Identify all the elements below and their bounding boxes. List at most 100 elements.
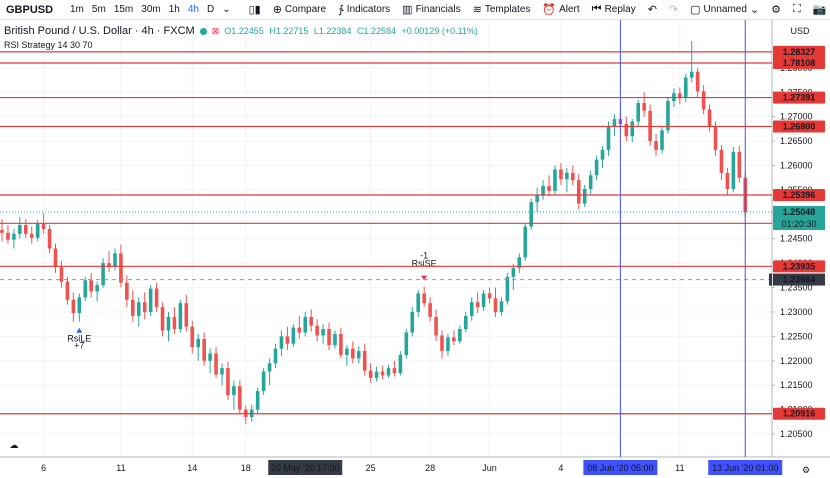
candle-body <box>131 299 135 316</box>
financials-button[interactable]: ▥ Financials <box>396 3 466 16</box>
candle-body <box>689 71 694 78</box>
market-status-dot <box>199 27 207 35</box>
time-highlight-tag <box>268 460 343 475</box>
candle-body <box>297 327 302 333</box>
redo-button[interactable]: ↷ <box>663 3 684 16</box>
candle-body <box>29 233 34 238</box>
candle-body <box>107 263 111 268</box>
y-tick-label: 1.22500 <box>780 331 813 341</box>
candle-body <box>77 297 82 313</box>
candle-body <box>327 329 331 346</box>
time-highlight-label: 08 Jun '20 05:00 <box>587 463 653 473</box>
legend-open: O1.22455 <box>224 26 264 36</box>
candle-body <box>636 103 641 122</box>
interval-4h[interactable]: 4h <box>187 4 199 15</box>
x-tick-label: 4 <box>558 463 563 473</box>
y-tick-label: 1.24500 <box>780 234 813 244</box>
candle-body <box>339 333 343 355</box>
candle-body <box>95 285 99 292</box>
candle-body <box>148 288 153 312</box>
alert-button[interactable]: ⏰ Alert <box>536 3 585 16</box>
candle-body <box>630 121 635 137</box>
indicators-icon: ∱ <box>338 4 344 16</box>
interval-5m[interactable]: 5m <box>91 4 106 15</box>
interval-dropdown-chevron-icon[interactable]: ⌄ <box>222 4 231 15</box>
undo-icon: ↶ <box>647 4 657 16</box>
level-price-label: 1.28327 <box>783 47 816 57</box>
interval-15m[interactable]: 15m <box>113 4 134 15</box>
candle-body <box>463 315 468 330</box>
level-price-tag <box>773 45 825 58</box>
candle-body <box>678 93 682 99</box>
candle-body <box>517 257 522 269</box>
price-chart[interactable]: USD1.205001.210001.215001.220001.225001.… <box>0 20 830 478</box>
time-highlight-tag <box>583 460 658 475</box>
candle-body <box>547 186 551 191</box>
candle-body <box>315 325 319 336</box>
candle-body <box>404 332 409 355</box>
candle-body <box>166 316 171 331</box>
replay-label: Replay <box>604 4 636 15</box>
snapshot-button[interactable]: 📷 <box>807 3 830 16</box>
level-price-label: 1.26800 <box>783 121 816 131</box>
candle-body <box>202 338 206 361</box>
candle-body <box>713 126 718 150</box>
symbol-search[interactable]: GBPUSD <box>6 3 54 16</box>
candle-body <box>529 202 533 227</box>
undo-button[interactable]: ↶ <box>642 3 663 16</box>
candle-body <box>410 311 415 333</box>
fullscreen-button[interactable]: ⛶ <box>787 3 807 16</box>
templates-button[interactable]: ≋ Templates <box>467 3 537 16</box>
axis-settings-gear-icon[interactable]: ⚙ <box>802 465 810 475</box>
short-signal-qty: -1 <box>420 251 428 261</box>
y-tick-label: 1.20500 <box>780 429 813 439</box>
indicators-button[interactable]: ∱ Indicators <box>332 3 396 16</box>
x-tick-label: 14 <box>187 463 197 473</box>
level-price-tag <box>773 56 825 69</box>
candle-body <box>511 268 516 277</box>
interval-d[interactable]: D <box>206 4 215 15</box>
x-tick-label: 25 <box>366 463 376 473</box>
candle-body <box>160 307 165 331</box>
interval-group: 1m 5m 15m 30m 1h 4h D <box>66 4 218 15</box>
candle-body <box>273 348 278 364</box>
candle-body <box>53 248 58 268</box>
compare-button[interactable]: ⊕ Compare <box>267 3 332 16</box>
candle-body <box>612 119 617 127</box>
candle-body <box>606 126 611 150</box>
interval-1m[interactable]: 1m <box>70 4 84 15</box>
candle-body <box>71 299 76 313</box>
x-tick-label: 11 <box>675 463 684 473</box>
y-tick-label: 1.27000 <box>780 112 813 122</box>
candle-body <box>190 326 195 348</box>
interval-30m[interactable]: 30m <box>141 4 161 15</box>
x-tick-label: Jun <box>482 463 497 473</box>
legend-study[interactable]: RSI Strategy 14 30 70 <box>4 40 93 50</box>
interval-1h[interactable]: 1h <box>168 4 180 15</box>
square-icon: ▢ <box>690 4 701 16</box>
plus-circle-icon: ⊕ <box>272 4 282 16</box>
candle-body <box>576 180 581 204</box>
candle-body <box>125 282 129 300</box>
candle-body <box>588 175 593 189</box>
candle-body <box>416 293 421 312</box>
chart-type-button[interactable]: ▯▮ <box>243 3 267 16</box>
candle-body <box>232 386 236 395</box>
settings-button[interactable]: ⚙ <box>765 3 787 16</box>
short-signal-label: RsiSE <box>412 259 437 269</box>
y-tick-label: 1.23500 <box>780 283 813 293</box>
candle-body <box>351 348 355 359</box>
candle-body <box>469 302 474 316</box>
candle-body <box>261 371 266 392</box>
camera-icon: 📷 <box>812 4 827 16</box>
layout-button[interactable]: ▢ Unnamed ⌄ <box>684 3 765 16</box>
candle-body <box>101 263 105 286</box>
candle-body <box>707 109 712 127</box>
crosshair-handle <box>769 273 772 286</box>
gear-icon: ⚙ <box>771 4 781 16</box>
candle-body <box>279 336 284 349</box>
legend-main-row: British Pound / U.S. Dollar · 4h · FXCM … <box>4 24 481 38</box>
replay-button[interactable]: ⏮ Replay <box>586 3 642 16</box>
candle-body <box>12 233 16 240</box>
legend-remove-icon[interactable]: ⊠ <box>211 25 220 36</box>
